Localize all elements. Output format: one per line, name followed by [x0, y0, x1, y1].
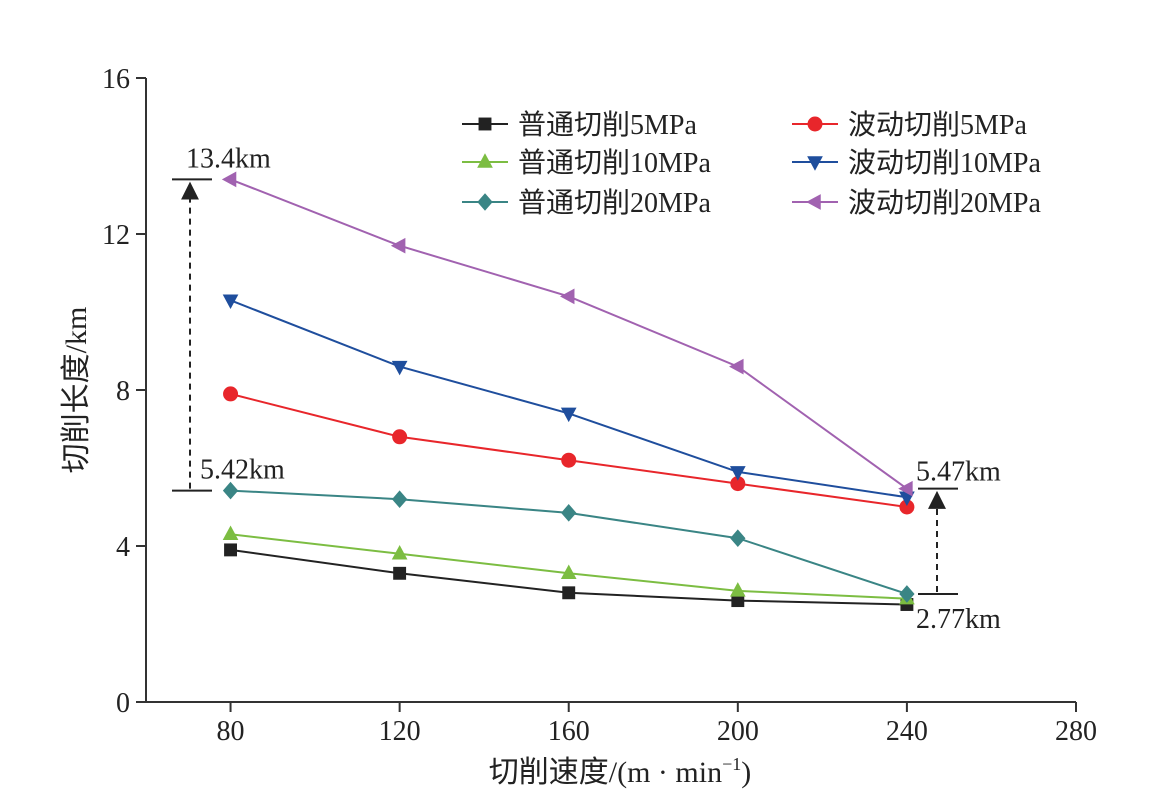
data-point — [560, 564, 577, 580]
legend-item: 普通切削10MPa — [462, 147, 711, 179]
data-point — [391, 545, 408, 560]
legend: 普通切削5MPa 波动切削5MPa 普通切削10MPa 波动切削10MPa 普通切削20… — [462, 109, 1041, 219]
data-point — [730, 529, 746, 548]
data-point — [221, 171, 237, 188]
legend-marker — [807, 116, 823, 132]
x-tick-label: 120 — [379, 716, 421, 747]
x-tick-label: 160 — [548, 716, 590, 747]
legend-marker — [806, 194, 821, 210]
legend-marker — [478, 117, 492, 131]
legend-label: 波动切削10MPa — [848, 147, 1041, 179]
data-point — [222, 481, 239, 500]
ticks: 80 120 160 200 240 280 0 4 8 12 16 — [102, 64, 1097, 747]
x-tick-label: 240 — [886, 716, 928, 747]
legend-item: 波动切削20MPa — [792, 187, 1041, 219]
data-point — [224, 543, 237, 557]
legend-label: 普通切削5MPa — [518, 109, 697, 141]
legend-label: 普通切削10MPa — [518, 147, 711, 179]
legend-label: 普通切削20MPa — [518, 187, 711, 219]
series-4 — [222, 294, 915, 507]
difference-bracket — [918, 487, 958, 595]
annotation-label: 5.47km — [916, 457, 1001, 488]
difference-bracket — [172, 178, 212, 492]
annotation-label: 2.77km — [916, 604, 1001, 635]
data-point — [729, 466, 746, 481]
legend-item: 普通切削5MPa — [462, 109, 697, 141]
series-line — [230, 178, 908, 490]
y-tick-label: 4 — [116, 532, 130, 563]
data-point — [729, 582, 746, 597]
series-line — [230, 299, 908, 499]
data-point — [391, 490, 408, 509]
legend-item: 波动切削5MPa — [792, 109, 1027, 141]
annotation-label: 13.4km — [186, 143, 271, 174]
data-point — [560, 407, 577, 423]
legend-label: 波动切削20MPa — [848, 187, 1041, 219]
x-tick-label: 80 — [217, 716, 245, 747]
x-tick-label: 280 — [1055, 716, 1097, 747]
data-point — [561, 504, 577, 522]
annotation-label: 5.42km — [200, 455, 285, 486]
x-axis-title: 切削速度/(m · min−1) — [489, 754, 751, 789]
data-point — [222, 294, 239, 310]
data-point — [222, 525, 239, 541]
y-tick-label: 16 — [102, 64, 130, 95]
legend-item: 普通切削20MPa — [462, 187, 711, 219]
legend-label: 波动切削5MPa — [848, 109, 1027, 141]
legend-marker — [807, 156, 823, 171]
legend-marker — [477, 193, 493, 211]
x-tick-label: 200 — [717, 716, 759, 747]
data-point — [223, 386, 239, 402]
series-group — [221, 171, 915, 611]
data-point — [729, 358, 744, 375]
difference-brackets: 13.4km 5.42km 5.47km 2.77km — [172, 143, 1001, 635]
data-point — [899, 585, 915, 603]
series-2 — [223, 386, 915, 515]
legend-item: 波动切削10MPa — [792, 147, 1041, 179]
y-tick-label: 8 — [116, 376, 130, 407]
data-point — [559, 288, 575, 305]
y-axis-title: 切削长度/km — [60, 307, 93, 474]
series-6 — [221, 171, 913, 497]
data-point — [390, 237, 406, 254]
series-5 — [222, 481, 915, 603]
data-point — [562, 586, 576, 600]
data-point — [393, 566, 407, 580]
data-point — [392, 429, 408, 445]
legend-marker — [477, 153, 493, 168]
data-point — [391, 360, 408, 376]
data-point — [898, 480, 913, 497]
data-point — [561, 452, 577, 468]
y-tick-label: 12 — [102, 220, 130, 251]
y-tick-label: 0 — [116, 688, 130, 719]
